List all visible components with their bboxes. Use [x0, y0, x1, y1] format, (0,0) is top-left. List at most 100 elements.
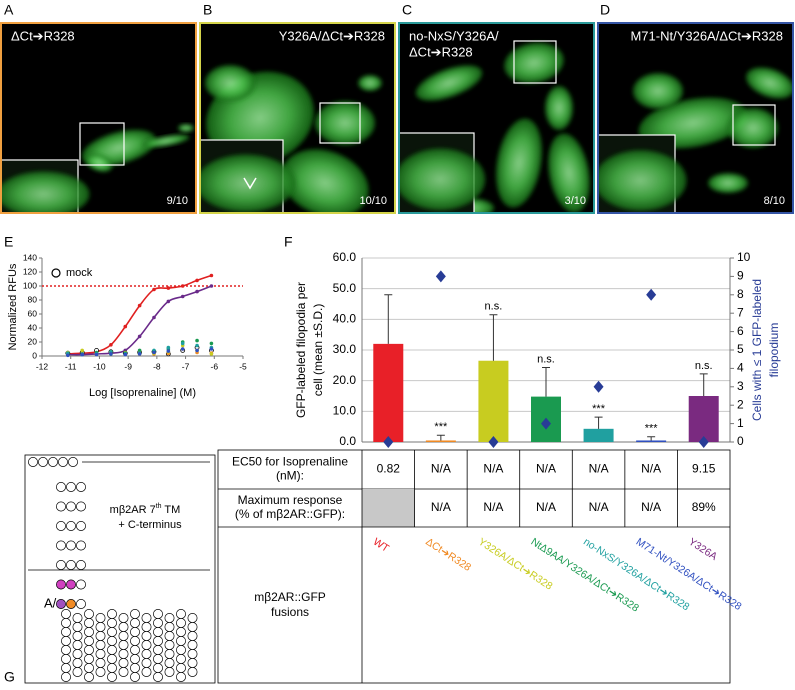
image-area — [399, 23, 594, 213]
residue — [107, 618, 117, 628]
title-part: th — [156, 503, 162, 510]
empty-cell — [362, 489, 415, 527]
y-tick-label: 0.0 — [339, 434, 356, 448]
y-tick-label: 30.0 — [333, 342, 357, 356]
residue — [95, 640, 106, 650]
diamond-marker — [646, 288, 657, 301]
data-point — [137, 352, 142, 356]
table-cell: N/A — [641, 500, 661, 514]
title-part: mβ2AR 7 — [110, 504, 156, 516]
data-point — [80, 348, 84, 353]
micrograph-border — [0, 22, 197, 214]
data-point — [195, 338, 199, 343]
residue — [84, 654, 94, 664]
panel-label: A — [4, 2, 14, 18]
panel-label: B — [203, 2, 212, 18]
residue — [72, 631, 83, 641]
residue — [76, 501, 86, 512]
cell — [545, 86, 573, 130]
image-area — [1, 23, 196, 213]
score: 3/10 — [565, 195, 586, 207]
diamond-marker — [383, 436, 394, 448]
residue — [107, 654, 117, 664]
y-tick-label: 0 — [32, 350, 37, 360]
data-point — [180, 347, 185, 351]
side-label: A/ — [44, 595, 57, 610]
residue — [76, 599, 86, 609]
residue — [56, 579, 66, 590]
data-point — [195, 348, 199, 353]
significance-label: n.s. — [695, 360, 713, 372]
table-cell: N/A — [431, 462, 451, 476]
cell — [728, 108, 778, 148]
residue — [164, 613, 175, 623]
cell — [746, 67, 793, 99]
data-point — [80, 352, 84, 357]
diagram-title: + C-terminus — [118, 519, 182, 531]
x-tick-label: -12 — [36, 361, 49, 371]
data-point — [209, 273, 214, 278]
y2-tick-label: 1 — [737, 416, 744, 430]
residue — [130, 672, 140, 682]
residue — [56, 540, 66, 551]
residue — [130, 654, 140, 664]
x-tick-label: -5 — [239, 361, 247, 371]
residue — [141, 631, 152, 641]
residue — [56, 560, 66, 570]
residue — [176, 609, 186, 619]
residue — [107, 627, 117, 637]
residue — [141, 613, 152, 623]
residue — [72, 649, 83, 659]
row-header: fusions — [271, 605, 309, 619]
cell — [495, 118, 543, 208]
micrograph-title: no-NxS/Y326A/ — [409, 28, 499, 43]
score: 9/10 — [167, 195, 188, 207]
x-tick-label: -10 — [93, 361, 106, 371]
y2-tick-label: 8 — [737, 287, 744, 301]
residue — [118, 658, 129, 668]
y2-tick-label: 4 — [737, 361, 744, 375]
cell — [85, 154, 113, 172]
residue — [130, 663, 140, 673]
legend-label: mock — [66, 267, 93, 279]
residue — [72, 667, 83, 677]
residue — [141, 667, 152, 677]
residue — [176, 627, 186, 637]
zoom-box — [732, 104, 776, 146]
residue — [176, 618, 186, 628]
y2-tick-label: 3 — [737, 379, 744, 393]
residue — [58, 457, 68, 467]
panel-label: D — [600, 2, 610, 18]
micrograph-border — [398, 22, 595, 214]
data-point — [152, 350, 156, 355]
data-point — [94, 352, 99, 357]
y-tick-label: 140 — [23, 252, 37, 262]
table-cell: N/A — [536, 500, 556, 514]
y2-tick-label: 0 — [737, 434, 744, 448]
residue — [153, 618, 163, 628]
residue — [76, 482, 86, 492]
residue — [118, 640, 129, 650]
bar — [688, 396, 719, 442]
x-tick-label: -11 — [65, 361, 77, 371]
residue — [130, 627, 140, 637]
residue — [164, 658, 175, 668]
y-tick-label: 120 — [23, 266, 37, 276]
residue — [95, 622, 106, 632]
residue — [61, 645, 71, 655]
residue — [61, 663, 71, 673]
residue — [72, 640, 83, 650]
residue — [153, 654, 163, 664]
residue — [56, 501, 66, 512]
residue — [153, 672, 163, 682]
y-tick-label: 50.0 — [333, 281, 357, 295]
residue — [187, 631, 198, 641]
diagram-border — [24, 454, 216, 684]
row-header: EC50 for Isoprenaline — [232, 455, 348, 469]
cell — [633, 73, 683, 109]
residue — [107, 663, 117, 673]
bar — [636, 440, 667, 442]
panel-label: G — [4, 669, 15, 685]
y-axis-label: Normalized RFUs — [7, 263, 19, 350]
residue — [61, 654, 71, 664]
